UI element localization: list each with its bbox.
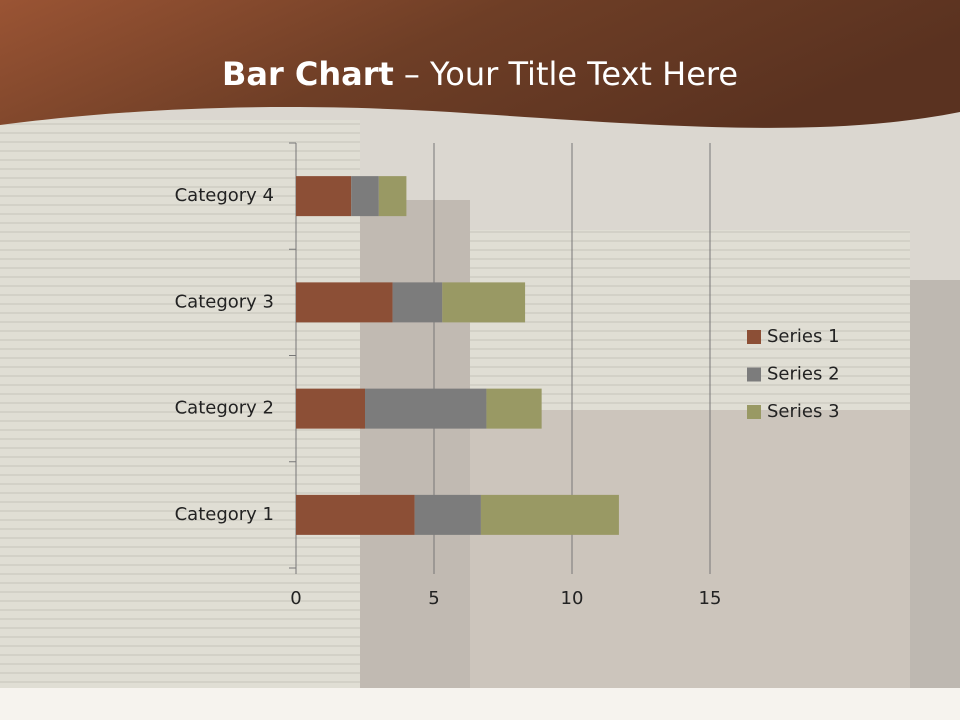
slide-title: Bar Chart – Your Title Text Here — [222, 55, 738, 93]
x-tick-label: 0 — [290, 588, 301, 609]
bar — [351, 176, 379, 217]
door-right — [470, 230, 910, 410]
y-tick-label: Category 4 — [175, 185, 274, 206]
legend-swatch — [747, 330, 761, 344]
bar — [365, 388, 487, 429]
interior — [470, 410, 910, 690]
x-tick-label: 15 — [699, 588, 722, 609]
legend-label: Series 2 — [767, 364, 840, 385]
title-bold: Bar Chart — [222, 55, 394, 93]
y-tick-label: Category 1 — [175, 504, 274, 525]
bar — [414, 494, 481, 535]
x-tick-label: 10 — [561, 588, 584, 609]
title-rest: – Your Title Text Here — [404, 55, 738, 93]
legend-swatch — [747, 405, 761, 419]
bar — [480, 494, 619, 535]
pillar — [360, 200, 470, 690]
chart: 0 5 10 15 Category 1 Category 2 Category 3 Cate… — [175, 142, 840, 609]
legend-label: Series 3 — [767, 401, 840, 422]
wall — [910, 280, 960, 690]
y-tick-label: Category 2 — [175, 398, 274, 419]
x-tick-label: 5 — [428, 588, 439, 609]
legend-label: Series 1 — [767, 326, 840, 347]
legend-swatch — [747, 367, 761, 382]
bar — [296, 388, 365, 429]
bar — [392, 282, 443, 323]
bar — [442, 282, 526, 323]
bar — [296, 282, 393, 323]
bar — [296, 494, 415, 535]
header-band — [0, 0, 960, 128]
footer-band — [0, 688, 960, 720]
bar — [296, 176, 352, 217]
y-tick-label: Category 3 — [175, 291, 274, 312]
bar — [378, 176, 407, 217]
bar — [486, 388, 542, 429]
